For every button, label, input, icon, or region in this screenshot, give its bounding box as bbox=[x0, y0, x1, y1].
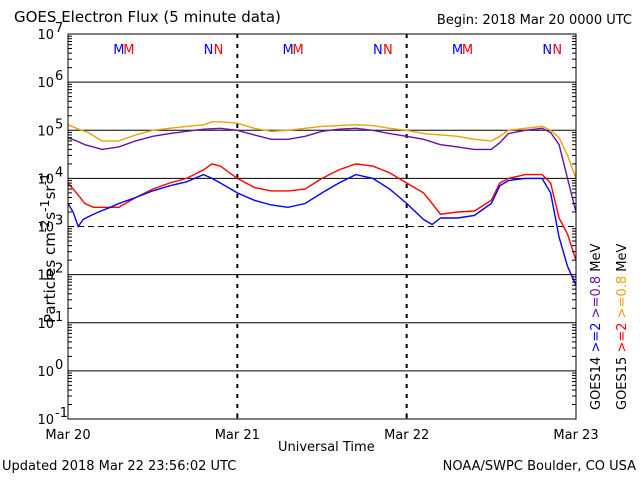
event-marker: M bbox=[452, 43, 463, 58]
plot-frame bbox=[67, 33, 577, 420]
event-marker: N bbox=[373, 43, 383, 58]
y-tick-base: 10 bbox=[37, 28, 54, 43]
begin-timestamp: Begin: 2018 Mar 20 0000 UTC bbox=[436, 13, 632, 28]
y-tick-exponent: 7 bbox=[55, 21, 63, 36]
credit-text: NOAA/SWPC Boulder, CO USA bbox=[442, 459, 636, 474]
series-goes14-2-mev bbox=[67, 173, 577, 286]
y-tick-exponent: 3 bbox=[55, 214, 63, 229]
y-tick-exponent: 2 bbox=[55, 262, 63, 277]
legend-part: MeV bbox=[615, 244, 630, 272]
event-marker: M bbox=[113, 43, 124, 58]
legend-part: >=0.8 bbox=[615, 276, 630, 318]
y-tick-label: 10 -1 bbox=[37, 406, 68, 428]
y-tick-label: 10 2 bbox=[37, 262, 63, 284]
y-tick-base: 10 bbox=[37, 221, 54, 236]
event-marker: M bbox=[123, 43, 134, 58]
y-tick-label: 10 0 bbox=[37, 358, 63, 380]
y-tick-label: 10 3 bbox=[37, 214, 63, 236]
legend-goes14: GOES14 >=2 >=0.8 MeV bbox=[589, 244, 604, 410]
y-tick-label: 10 5 bbox=[37, 117, 63, 139]
chart-title: GOES Electron Flux (5 minute data) bbox=[14, 8, 281, 26]
y-tick-base: 10 bbox=[37, 76, 54, 91]
y-tick-label: 10 1 bbox=[37, 310, 63, 332]
legend-goes15: GOES15 >=2 >=0.8 MeV bbox=[615, 244, 630, 410]
legend-part: GOES14 bbox=[589, 357, 604, 410]
event-marker: N bbox=[383, 43, 393, 58]
y-tick-base: 10 bbox=[37, 269, 54, 284]
y-tick-base: 10 bbox=[37, 317, 54, 332]
event-marker: M bbox=[283, 43, 294, 58]
y-tick-base: 10 bbox=[37, 365, 54, 380]
y-tick-exponent: 5 bbox=[55, 117, 63, 132]
event-marker: N bbox=[204, 43, 214, 58]
x-tick-label: Mar 23 bbox=[553, 428, 598, 443]
grid-layer bbox=[68, 34, 576, 419]
y-tick-exponent: 0 bbox=[55, 358, 63, 373]
legend-part: >=2 bbox=[589, 322, 604, 352]
series-goes15-0-8-mev bbox=[67, 121, 577, 179]
legend-part: GOES15 bbox=[615, 357, 630, 410]
updated-timestamp: Updated 2018 Mar 22 23:56:02 UTC bbox=[2, 459, 237, 474]
x-tick-label: Mar 21 bbox=[215, 428, 260, 443]
y-tick-exponent: 1 bbox=[55, 310, 63, 325]
x-tick-label: Mar 20 bbox=[45, 428, 90, 443]
series-layer bbox=[67, 121, 577, 286]
legend-goes15-text: GOES15 >=2 >=0.8 MeV bbox=[615, 244, 630, 410]
y-tick-base: 10 bbox=[37, 124, 54, 139]
y-tick-exponent: 4 bbox=[55, 165, 63, 180]
legend-goes14-text: GOES14 >=2 >=0.8 MeV bbox=[589, 244, 604, 410]
legend-part: MeV bbox=[589, 244, 604, 272]
x-axis-label: Universal Time bbox=[278, 440, 375, 455]
event-marker: N bbox=[552, 43, 562, 58]
marker-layer: MM N N MM N N MM N N bbox=[113, 43, 562, 58]
y-tick-label: 10 6 bbox=[37, 69, 63, 91]
y-tick-label: 10 4 bbox=[37, 165, 63, 187]
event-marker: M bbox=[293, 43, 304, 58]
event-marker: N bbox=[214, 43, 224, 58]
y-tick-exponent: 6 bbox=[55, 69, 63, 84]
x-tick-label: Mar 22 bbox=[384, 428, 429, 443]
y-tick-label: 10 7 bbox=[37, 21, 63, 43]
series-goes14-0-8-mev bbox=[67, 127, 577, 213]
y-tick-exponent: -1 bbox=[55, 406, 68, 421]
y-tick-base: 10 bbox=[37, 172, 54, 187]
event-marker: M bbox=[462, 43, 473, 58]
y-tick-base: 10 bbox=[37, 413, 54, 428]
legend-part: >=2 bbox=[615, 322, 630, 352]
event-marker: N bbox=[542, 43, 552, 58]
legend-part: >=0.8 bbox=[589, 276, 604, 318]
